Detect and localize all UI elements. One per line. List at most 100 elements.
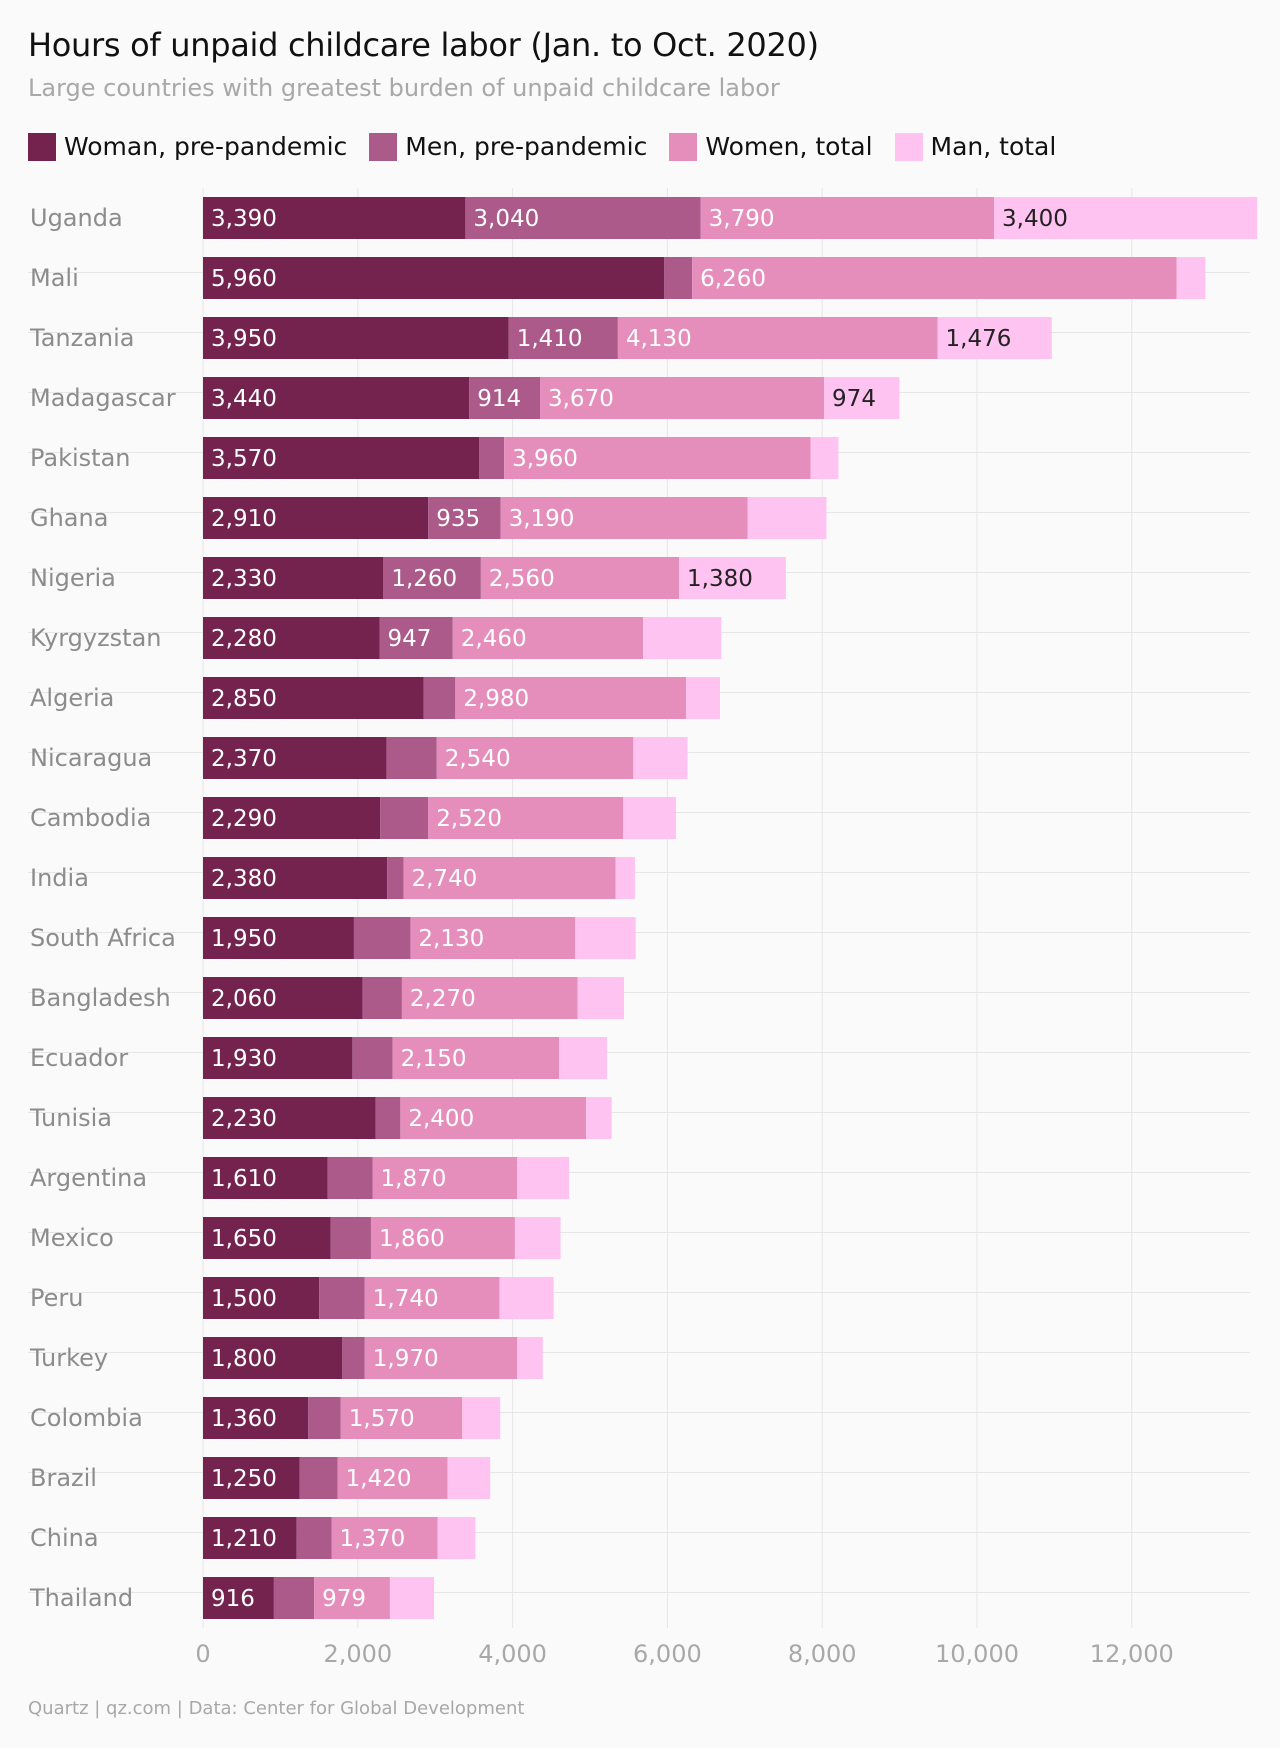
category-label: Ecuador: [30, 1044, 128, 1072]
data-label: 1,250: [211, 1466, 277, 1492]
bar-segment: [308, 1397, 341, 1439]
data-label: 2,230: [211, 1106, 277, 1132]
bar-segment: [455, 677, 686, 719]
data-label: 2,060: [211, 986, 277, 1012]
data-label: 1,210: [211, 1526, 277, 1552]
legend-label-women-pre: Woman, pre-pandemic: [64, 132, 348, 161]
bar-segment: [203, 1517, 297, 1559]
data-label: 2,380: [211, 866, 277, 892]
bar-segment: [824, 377, 900, 419]
data-label: 3,950: [211, 326, 277, 352]
bar-segment: [937, 317, 1052, 359]
bar-segment: [203, 377, 470, 419]
legend-swatch-women-pre: [28, 132, 56, 161]
category-label: South Africa: [30, 924, 176, 952]
bar-segment: [203, 1097, 376, 1139]
data-label: 3,440: [211, 386, 277, 412]
legend-swatch-men-total: [894, 132, 923, 161]
bar-segment: [577, 977, 625, 1019]
data-label: 1,360: [211, 1406, 277, 1432]
legend: Woman, pre-pandemic Men, pre-pandemic Wo…: [28, 132, 1078, 161]
x-tick-label: 12,000: [1090, 1640, 1174, 1668]
bar-segment: [203, 1457, 300, 1499]
data-label: 2,910: [211, 506, 277, 532]
data-label: 2,560: [489, 566, 555, 592]
category-label: Madagascar: [30, 384, 176, 412]
category-label: Thailand: [29, 1584, 133, 1612]
source-footer: Quartz | qz.com | Data: Center for Globa…: [28, 1698, 525, 1719]
bar-segment: [203, 557, 384, 599]
category-label: India: [30, 864, 89, 892]
bar-segment: [273, 1577, 315, 1619]
category-label: Kyrgyzstan: [30, 624, 162, 652]
bar-segment: [203, 437, 480, 479]
bar-segment: [203, 317, 509, 359]
data-label: 914: [477, 386, 521, 412]
bar-segment: [514, 1217, 561, 1259]
data-label: 1,950: [211, 926, 277, 952]
data-label: 2,280: [211, 626, 277, 652]
category-label: Colombia: [30, 1404, 143, 1432]
bar-segment: [203, 677, 424, 719]
stacked-bar-chart: Uganda 3,390 3,040 3,790 3,400 Mali 5,960 6,260…: [28, 188, 1258, 1668]
data-label: 2,460: [461, 626, 527, 652]
data-label: 1,860: [379, 1226, 445, 1252]
category-label: Uganda: [30, 204, 123, 232]
bar-segment: [400, 1097, 587, 1139]
bar-segment: [203, 1337, 343, 1379]
data-label: 2,370: [211, 746, 277, 772]
data-label: 916: [211, 1586, 255, 1612]
data-label: 2,330: [211, 566, 277, 592]
data-label: 1,740: [373, 1286, 439, 1312]
bar-segment: [375, 1097, 401, 1139]
bar-segment: [203, 257, 665, 299]
bar-segment: [379, 617, 453, 659]
data-label: 2,520: [436, 806, 502, 832]
bar-segment: [643, 617, 722, 659]
x-tick-label: 0: [195, 1640, 210, 1668]
bar-segment: [380, 797, 429, 839]
bar-segment: [499, 1277, 554, 1319]
data-label: 1,870: [381, 1166, 447, 1192]
category-label: Mexico: [30, 1224, 114, 1252]
bar-segment: [370, 1217, 515, 1259]
data-label: 1,260: [391, 566, 457, 592]
data-label: 1,380: [687, 566, 753, 592]
legend-item-women-total: Women, total: [669, 132, 873, 161]
bar-segment: [1176, 257, 1206, 299]
x-tick-label: 2,000: [323, 1640, 392, 1668]
data-label: 1,650: [211, 1226, 277, 1252]
data-label: 2,980: [463, 686, 529, 712]
data-label: 2,540: [445, 746, 511, 772]
data-label: 974: [832, 386, 876, 412]
bar-segment: [401, 977, 578, 1019]
data-label: 1,610: [211, 1166, 277, 1192]
data-label: 2,740: [411, 866, 477, 892]
chart-subtitle: Large countries with greatest burden of …: [28, 74, 780, 102]
bar-segment: [203, 617, 380, 659]
bar-segment: [700, 197, 995, 239]
data-label: 1,930: [211, 1046, 277, 1072]
data-label: 1,410: [517, 326, 583, 352]
data-label: 3,040: [473, 206, 539, 232]
data-label: 1,370: [339, 1526, 405, 1552]
data-label: 3,790: [709, 206, 775, 232]
bar-segment: [203, 737, 387, 779]
bar-segment: [203, 197, 466, 239]
bar-segment: [615, 857, 635, 899]
data-label: 1,500: [211, 1286, 277, 1312]
legend-label-women-total: Women, total: [705, 132, 873, 161]
bar-segment: [203, 1157, 328, 1199]
bar-segment: [633, 737, 688, 779]
bar-segment: [352, 1037, 393, 1079]
category-label: Pakistan: [30, 444, 131, 472]
data-label: 3,570: [211, 446, 277, 472]
bar-segment: [364, 1337, 518, 1379]
bar-segment: [327, 1157, 373, 1199]
data-label: 2,270: [410, 986, 476, 1012]
category-label: Ghana: [30, 504, 108, 532]
bar-segment: [559, 1037, 608, 1079]
bar-segment: [685, 677, 721, 719]
bar-segment: [679, 557, 786, 599]
data-label: 2,400: [408, 1106, 474, 1132]
